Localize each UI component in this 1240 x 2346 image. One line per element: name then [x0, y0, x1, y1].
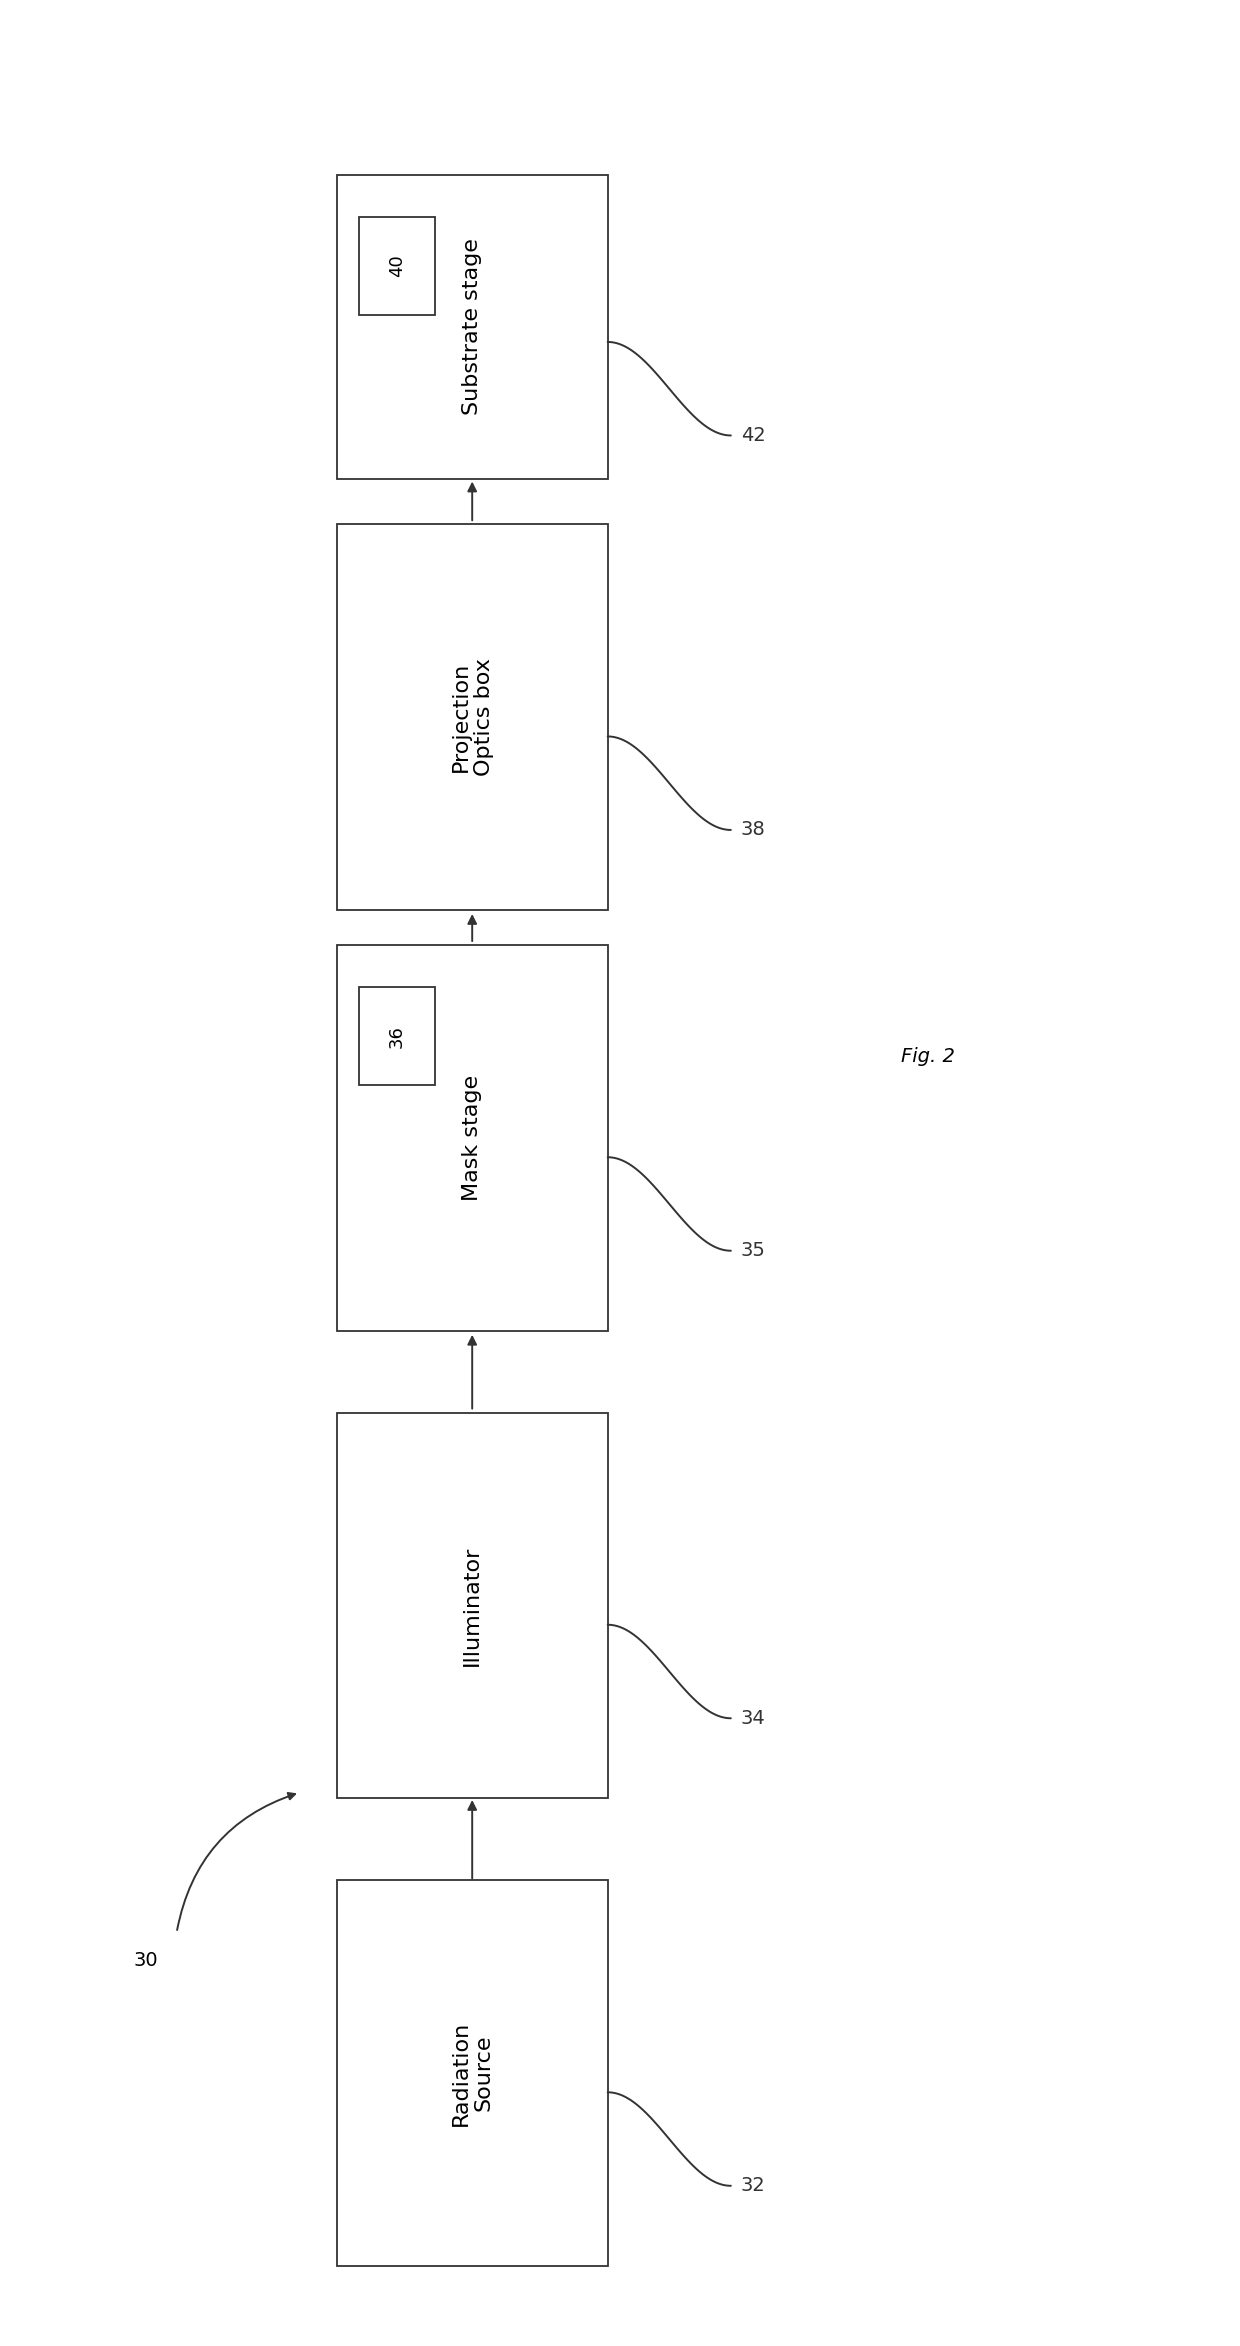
Text: 30: 30 [134, 1952, 159, 1971]
Bar [337, 523, 608, 910]
Text: 38: 38 [740, 821, 765, 840]
Bar [337, 1412, 608, 1799]
Text: Projection
Optics box: Projection Optics box [450, 659, 494, 777]
Bar [337, 945, 608, 1330]
Text: 34: 34 [740, 1708, 765, 1727]
Bar [358, 988, 435, 1086]
Bar [358, 216, 435, 314]
Text: 36: 36 [388, 1025, 405, 1049]
Bar [337, 176, 608, 479]
Bar [337, 1879, 608, 2266]
Text: 32: 32 [740, 2177, 765, 2196]
Text: 35: 35 [740, 1241, 765, 1260]
Text: 42: 42 [740, 427, 765, 446]
Text: Fig. 2: Fig. 2 [901, 1046, 955, 1065]
Text: Mask stage: Mask stage [463, 1074, 482, 1201]
Text: Substrate stage: Substrate stage [463, 239, 482, 415]
Text: Illuminator: Illuminator [463, 1546, 482, 1666]
Text: 40: 40 [388, 256, 405, 277]
Text: Radiation
Source: Radiation Source [450, 2020, 494, 2125]
